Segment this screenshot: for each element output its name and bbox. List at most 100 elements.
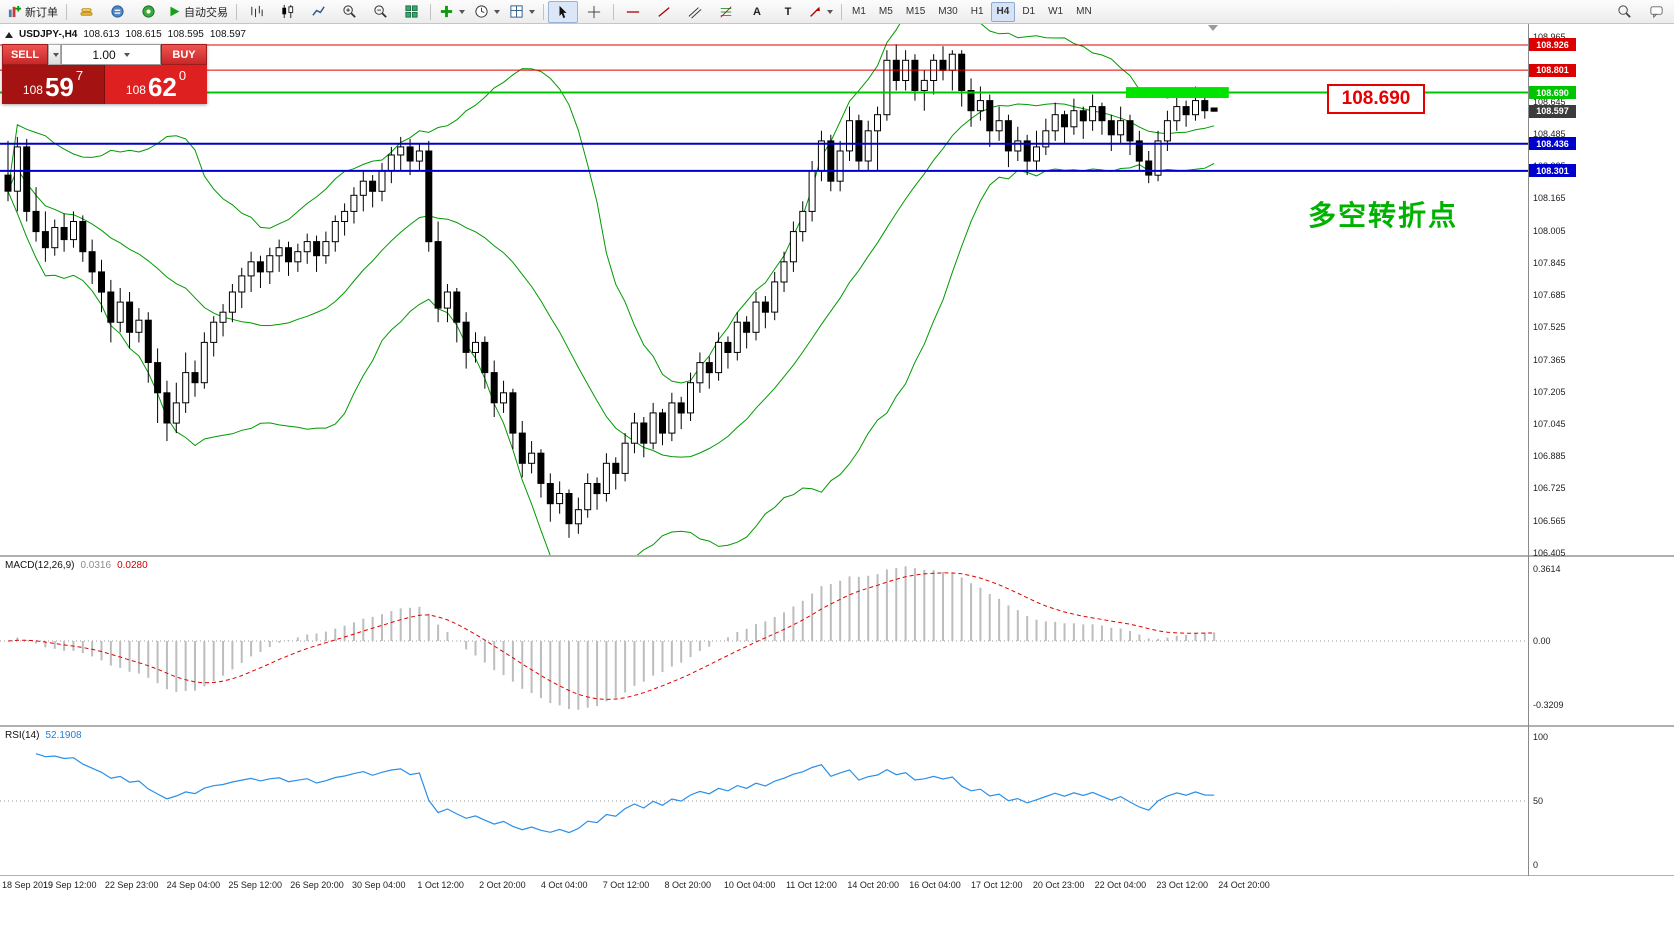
timeframe-w1-button[interactable]: W1: [1048, 6, 1064, 17]
time-axis-label: 2 Oct 20:00: [479, 880, 526, 890]
rsi-canvas[interactable]: [0, 727, 1528, 875]
candle-body: [1070, 110, 1078, 128]
candle-chart-type-button[interactable]: [272, 1, 302, 23]
new-order-button[interactable]: 新订单: [3, 1, 62, 23]
candle-body: [1126, 120, 1134, 142]
chat-button[interactable]: [1641, 1, 1671, 23]
highlight-zone[interactable]: [1126, 87, 1229, 98]
price-axis-tick: 107.845: [1533, 257, 1566, 268]
price-axis-tick: 107.045: [1533, 419, 1566, 429]
buy-price-point: 0: [178, 68, 187, 83]
timeframe-m1-button[interactable]: M1: [852, 6, 866, 17]
crosshair-tool-button[interactable]: [579, 1, 609, 23]
autotrading-button[interactable]: 自动交易: [164, 1, 232, 23]
zoom-in-button[interactable]: [334, 1, 364, 23]
timeframe-mn-button[interactable]: MN: [1076, 6, 1092, 17]
candle-body: [369, 180, 377, 192]
timeframe-h4-button[interactable]: H4: [990, 1, 1016, 22]
rsi-axis-tick: 100: [1533, 732, 1549, 742]
crosshair-icon: [587, 5, 601, 18]
buy-button[interactable]: BUY: [161, 44, 207, 65]
candle-body: [995, 120, 1003, 132]
timeframe-m15-button[interactable]: M15: [905, 6, 926, 17]
dropdown-caret-icon: [52, 52, 59, 57]
indicators-button[interactable]: [435, 1, 469, 23]
timeframe-h1-button[interactable]: H1: [970, 6, 984, 17]
add-indicator-icon: [440, 5, 453, 18]
text-tool-button[interactable]: A: [742, 1, 772, 23]
time-axis-label: 16 Oct 04:00: [909, 880, 961, 890]
arrow-icon: [810, 6, 820, 17]
candle-body: [172, 402, 180, 424]
new-order-icon: [8, 5, 22, 18]
arrows-tool-button[interactable]: [804, 1, 837, 23]
sell-button-label: SELL: [10, 48, 40, 61]
bar-chart-type-button[interactable]: [241, 1, 271, 23]
buy-price-panel[interactable]: 108 62 0: [105, 65, 207, 104]
candle-body: [827, 140, 835, 182]
candle-body: [397, 146, 405, 156]
fibonacci-tool-button[interactable]: [711, 1, 741, 23]
dropdown-caret-icon: [827, 9, 833, 14]
tile-windows-button[interactable]: [396, 1, 426, 23]
navigator-button[interactable]: [133, 1, 163, 23]
candle-body: [715, 341, 723, 374]
candle-body: [1117, 120, 1125, 136]
time-axis-label: 24 Sep 04:00: [166, 880, 221, 890]
bar-chart-icon: [250, 5, 263, 18]
candle-body: [659, 412, 666, 434]
candle-body: [752, 301, 760, 333]
search-button[interactable]: [1609, 1, 1639, 23]
time-axis-label: 22 Sep 23:00: [104, 880, 159, 890]
price-level-callout[interactable]: 108.690: [1327, 84, 1425, 114]
toolbar-separator: [66, 3, 67, 20]
candle-body: [378, 170, 386, 192]
candle-body: [939, 59, 947, 71]
chart-shift-marker[interactable]: [1208, 25, 1218, 31]
trendline-tool-button[interactable]: [649, 1, 679, 23]
candle-body: [1033, 146, 1040, 162]
chinese-annotation: 多空转折点: [1308, 199, 1459, 232]
candle-body: [490, 372, 498, 404]
pane-separator[interactable]: [0, 725, 1674, 727]
timeframe-m5-button[interactable]: M5: [878, 6, 893, 17]
candle-body: [687, 382, 694, 414]
candle-body: [462, 321, 470, 353]
macd-canvas[interactable]: [0, 557, 1528, 725]
periods-button[interactable]: [470, 1, 504, 23]
close-value: 108.597: [209, 29, 246, 40]
label-tool-button[interactable]: T: [773, 1, 803, 23]
candle-body: [472, 341, 479, 353]
timeframe-m30-button[interactable]: M30: [938, 6, 958, 17]
one-click-toggle-icon[interactable]: [5, 31, 13, 38]
time-axis-label: 14 Oct 20:00: [847, 880, 899, 890]
candle-body: [528, 452, 536, 464]
cursor-tool-button[interactable]: [548, 0, 578, 23]
market-watch-button[interactable]: [71, 1, 101, 23]
macd-axis-tick: 0.00: [1533, 636, 1551, 646]
line-chart-type-button[interactable]: [303, 1, 333, 23]
main-toolbar: 新订单 自动交易: [0, 0, 1674, 24]
sell-price-panel[interactable]: 108 59 7: [2, 65, 105, 104]
zoom-in-icon: [342, 5, 356, 18]
rsi-title: RSI(14) 52.1908: [5, 730, 82, 741]
candle-body: [1163, 120, 1171, 142]
candle-body: [126, 301, 134, 333]
candlestick-icon: [281, 4, 293, 19]
candle-body: [1004, 120, 1012, 152]
timeframe-d1-button[interactable]: D1: [1022, 6, 1036, 17]
templates-button[interactable]: [505, 1, 539, 23]
main-chart-canvas[interactable]: [0, 24, 1528, 555]
sell-button[interactable]: SELL: [2, 44, 48, 65]
horizontal-line-tool-button[interactable]: [618, 1, 648, 23]
sell-options-dropdown[interactable]: [48, 44, 61, 65]
candle-body: [1192, 100, 1199, 116]
data-window-button[interactable]: [102, 1, 132, 23]
volume-input[interactable]: 1.00: [61, 44, 161, 65]
time-axis-label: 18 Sep 2019: [2, 880, 54, 890]
candle-body: [1098, 106, 1106, 122]
zoom-out-button[interactable]: [365, 1, 395, 23]
pane-separator[interactable]: [0, 555, 1674, 557]
candle-body: [331, 221, 339, 243]
channel-tool-button[interactable]: [680, 1, 710, 23]
